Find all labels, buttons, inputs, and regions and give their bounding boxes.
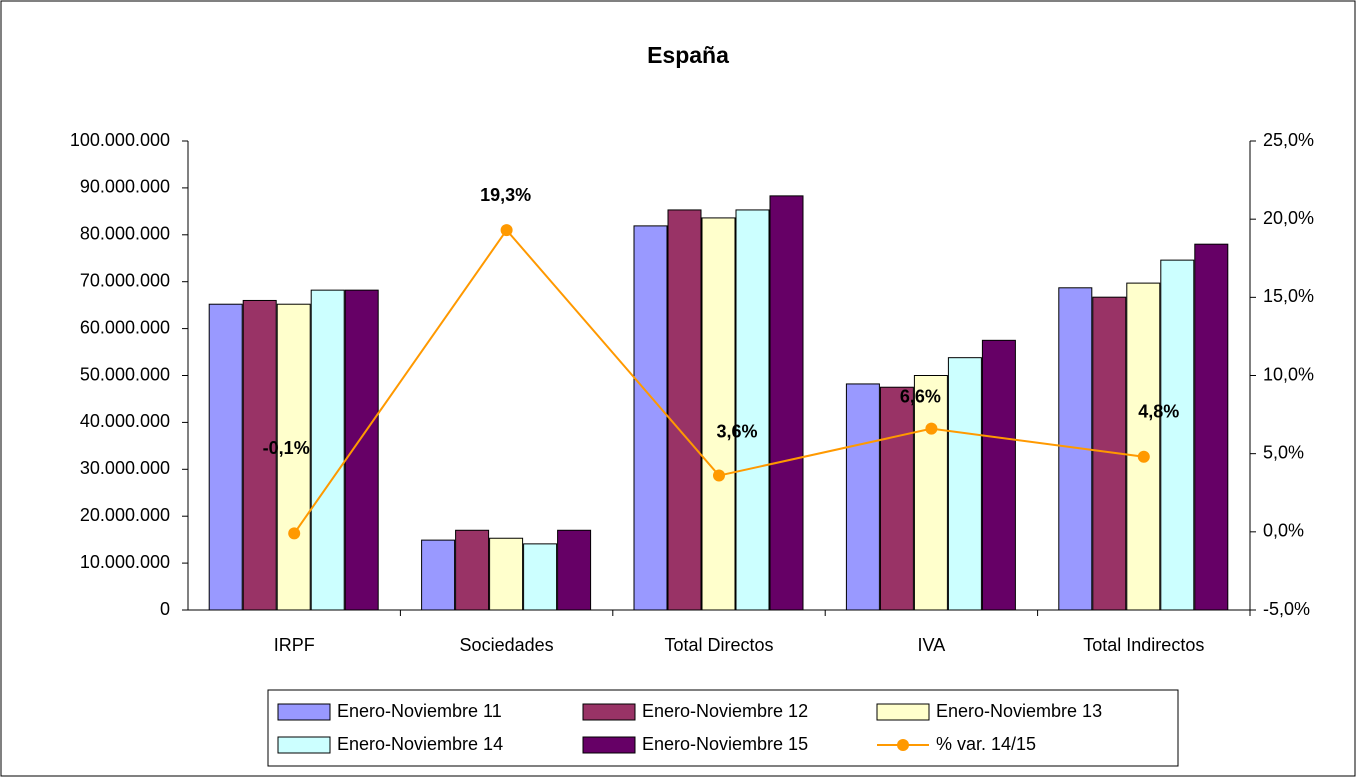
x-tick-label: Total Indirectos	[1083, 635, 1204, 655]
bar	[633, 225, 668, 611]
y2-tick-label: 20,0%	[1263, 208, 1314, 228]
legend-label: Enero-Noviembre 12	[642, 701, 808, 721]
bar	[455, 529, 490, 611]
bar	[208, 303, 243, 611]
legend-label: Enero-Noviembre 15	[642, 734, 808, 754]
y2-tick-label: 15,0%	[1263, 286, 1314, 306]
x-tick-label: Sociedades	[460, 635, 554, 655]
bar	[769, 195, 804, 611]
line-point	[925, 422, 938, 435]
y-tick-label: 10.000.000	[80, 552, 170, 572]
y2-tick-label: -5,0%	[1263, 599, 1310, 619]
line-point	[288, 527, 301, 540]
line-point	[1137, 450, 1150, 463]
data-label: 19,3%	[480, 185, 531, 205]
y-tick-label: 60.000.000	[80, 317, 170, 337]
bar	[489, 537, 524, 611]
legend-swatch	[876, 703, 930, 721]
line-point	[500, 224, 513, 237]
data-label: 6,6%	[900, 386, 941, 406]
chart-title: España	[647, 42, 729, 68]
x-tick-label: IRPF	[274, 635, 315, 655]
y-tick-label: 100.000.000	[70, 130, 170, 150]
legend-label: Enero-Noviembre 11	[337, 701, 502, 721]
bar	[1160, 259, 1195, 611]
y2-tick-label: 10,0%	[1263, 364, 1314, 384]
data-label: -0,1%	[263, 438, 310, 458]
bar	[701, 217, 736, 611]
y-tick-label: 50.000.000	[80, 364, 170, 384]
bar	[1194, 243, 1229, 611]
bar	[981, 339, 1016, 611]
line-point	[713, 469, 725, 482]
bar	[667, 209, 702, 611]
legend-swatch	[582, 703, 636, 721]
legend-label: Enero-Noviembre 13	[936, 701, 1102, 721]
data-label: 3,6%	[716, 421, 757, 441]
y-tick-label: 30.000.000	[80, 458, 170, 478]
legend-swatch	[582, 736, 636, 754]
y-tick-label: 20.000.000	[80, 505, 170, 525]
legend-swatch	[897, 739, 909, 751]
bar	[310, 289, 345, 611]
y-tick-label: 80.000.000	[80, 224, 170, 244]
legend-swatch	[277, 736, 331, 754]
y2-tick-label: 25,0%	[1263, 130, 1314, 150]
bar	[913, 375, 948, 611]
legend-swatch	[277, 703, 331, 721]
x-tick-label: IVA	[918, 635, 946, 655]
bar	[276, 303, 311, 611]
bar	[735, 209, 770, 611]
data-label: 4,8%	[1138, 402, 1179, 422]
bar	[947, 357, 982, 611]
y2-tick-label: 0,0%	[1263, 521, 1304, 541]
bar	[242, 299, 277, 611]
bar	[845, 383, 880, 611]
y-tick-label: 70.000.000	[80, 270, 170, 290]
bar	[421, 539, 456, 611]
legend-label: % var. 14/15	[936, 734, 1036, 754]
y-tick-label: 0	[160, 599, 170, 619]
x-tick-label: Total Directos	[664, 635, 773, 655]
bar	[879, 386, 914, 611]
y-tick-label: 40.000.000	[80, 411, 170, 431]
bar	[557, 529, 592, 611]
legend-label: Enero-Noviembre 14	[337, 734, 503, 754]
legend-box	[267, 689, 1179, 767]
y-tick-label: 90.000.000	[80, 177, 170, 197]
y2-tick-label: 5,0%	[1263, 442, 1304, 462]
bar	[1126, 282, 1161, 611]
bar	[344, 289, 379, 611]
bar	[523, 543, 558, 611]
